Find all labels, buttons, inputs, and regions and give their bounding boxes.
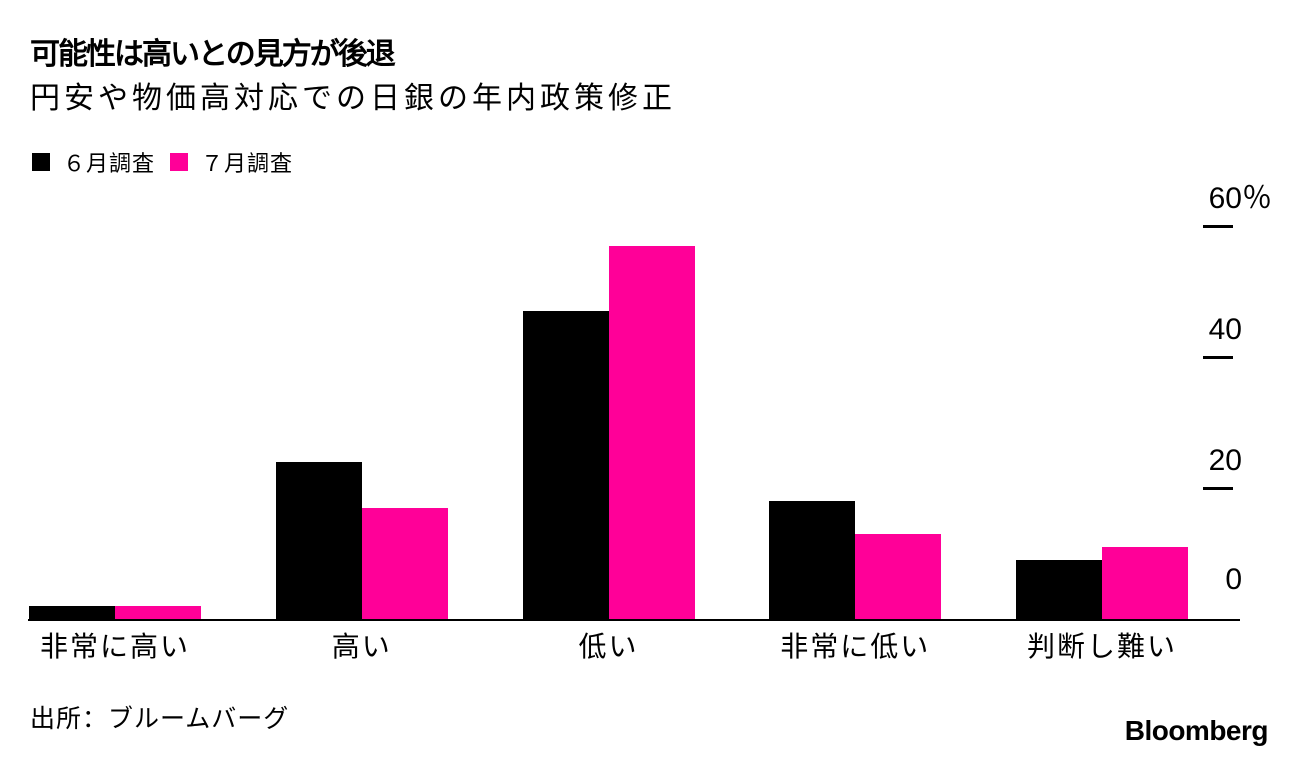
legend-item: ７月調査 [170, 146, 293, 178]
bar [361, 508, 448, 619]
y-axis-unit: ％ [1242, 182, 1272, 215]
legend-label: ６月調査 [63, 151, 156, 176]
bar [855, 534, 942, 619]
bar-group-1 [29, 606, 201, 619]
x-axis-line [28, 619, 1240, 621]
bar [522, 311, 609, 619]
y-tick-mark [1203, 225, 1233, 228]
x-axis-label: 低い [578, 631, 639, 662]
legend-swatch-icon [32, 153, 50, 171]
x-axis-label: 非常に高い [39, 631, 190, 662]
y-tick-mark [1203, 487, 1233, 490]
legend-item: ６月調査 [32, 146, 155, 178]
y-tick-label: 60 ％ [1208, 182, 1272, 215]
legend-label: ７月調査 [201, 151, 294, 176]
x-axis-label: 高い [331, 631, 392, 662]
bloomberg-logo: Bloomberg [1124, 715, 1269, 746]
bar [1102, 547, 1188, 619]
chart-subtitle: 円安や物価高対応での日銀の年内政策修正 [30, 82, 676, 115]
bar [608, 246, 695, 619]
bar-group-3 [522, 246, 695, 619]
bar [115, 606, 201, 619]
bar [1016, 560, 1102, 619]
x-axis-labels: 非常に高い 高い 低い 非常に低い 判断し難い [29, 630, 1188, 664]
bar-series-area [29, 0, 1188, 619]
chart-title: 可能性は高いとの見方が後退 [30, 38, 396, 71]
y-tick-label: 0 [1225, 563, 1242, 596]
x-axis-label: 非常に低い [780, 631, 931, 662]
bar [275, 462, 362, 619]
legend-swatch-icon [170, 153, 189, 171]
bar-group-2 [275, 462, 448, 619]
bar-group-5 [1016, 547, 1188, 619]
y-tick-label: 20 [1208, 444, 1242, 477]
bar-group-4 [769, 501, 942, 619]
y-tick-mark [1203, 356, 1233, 359]
bar [29, 606, 115, 619]
y-tick-label: 40 [1208, 313, 1242, 346]
legend: ６月調査 ７月調査 [32, 146, 293, 178]
x-axis-label: 判断し難い [1026, 631, 1177, 662]
bar [769, 501, 856, 619]
source-text: 出所：ブルームバーグ [30, 705, 290, 733]
